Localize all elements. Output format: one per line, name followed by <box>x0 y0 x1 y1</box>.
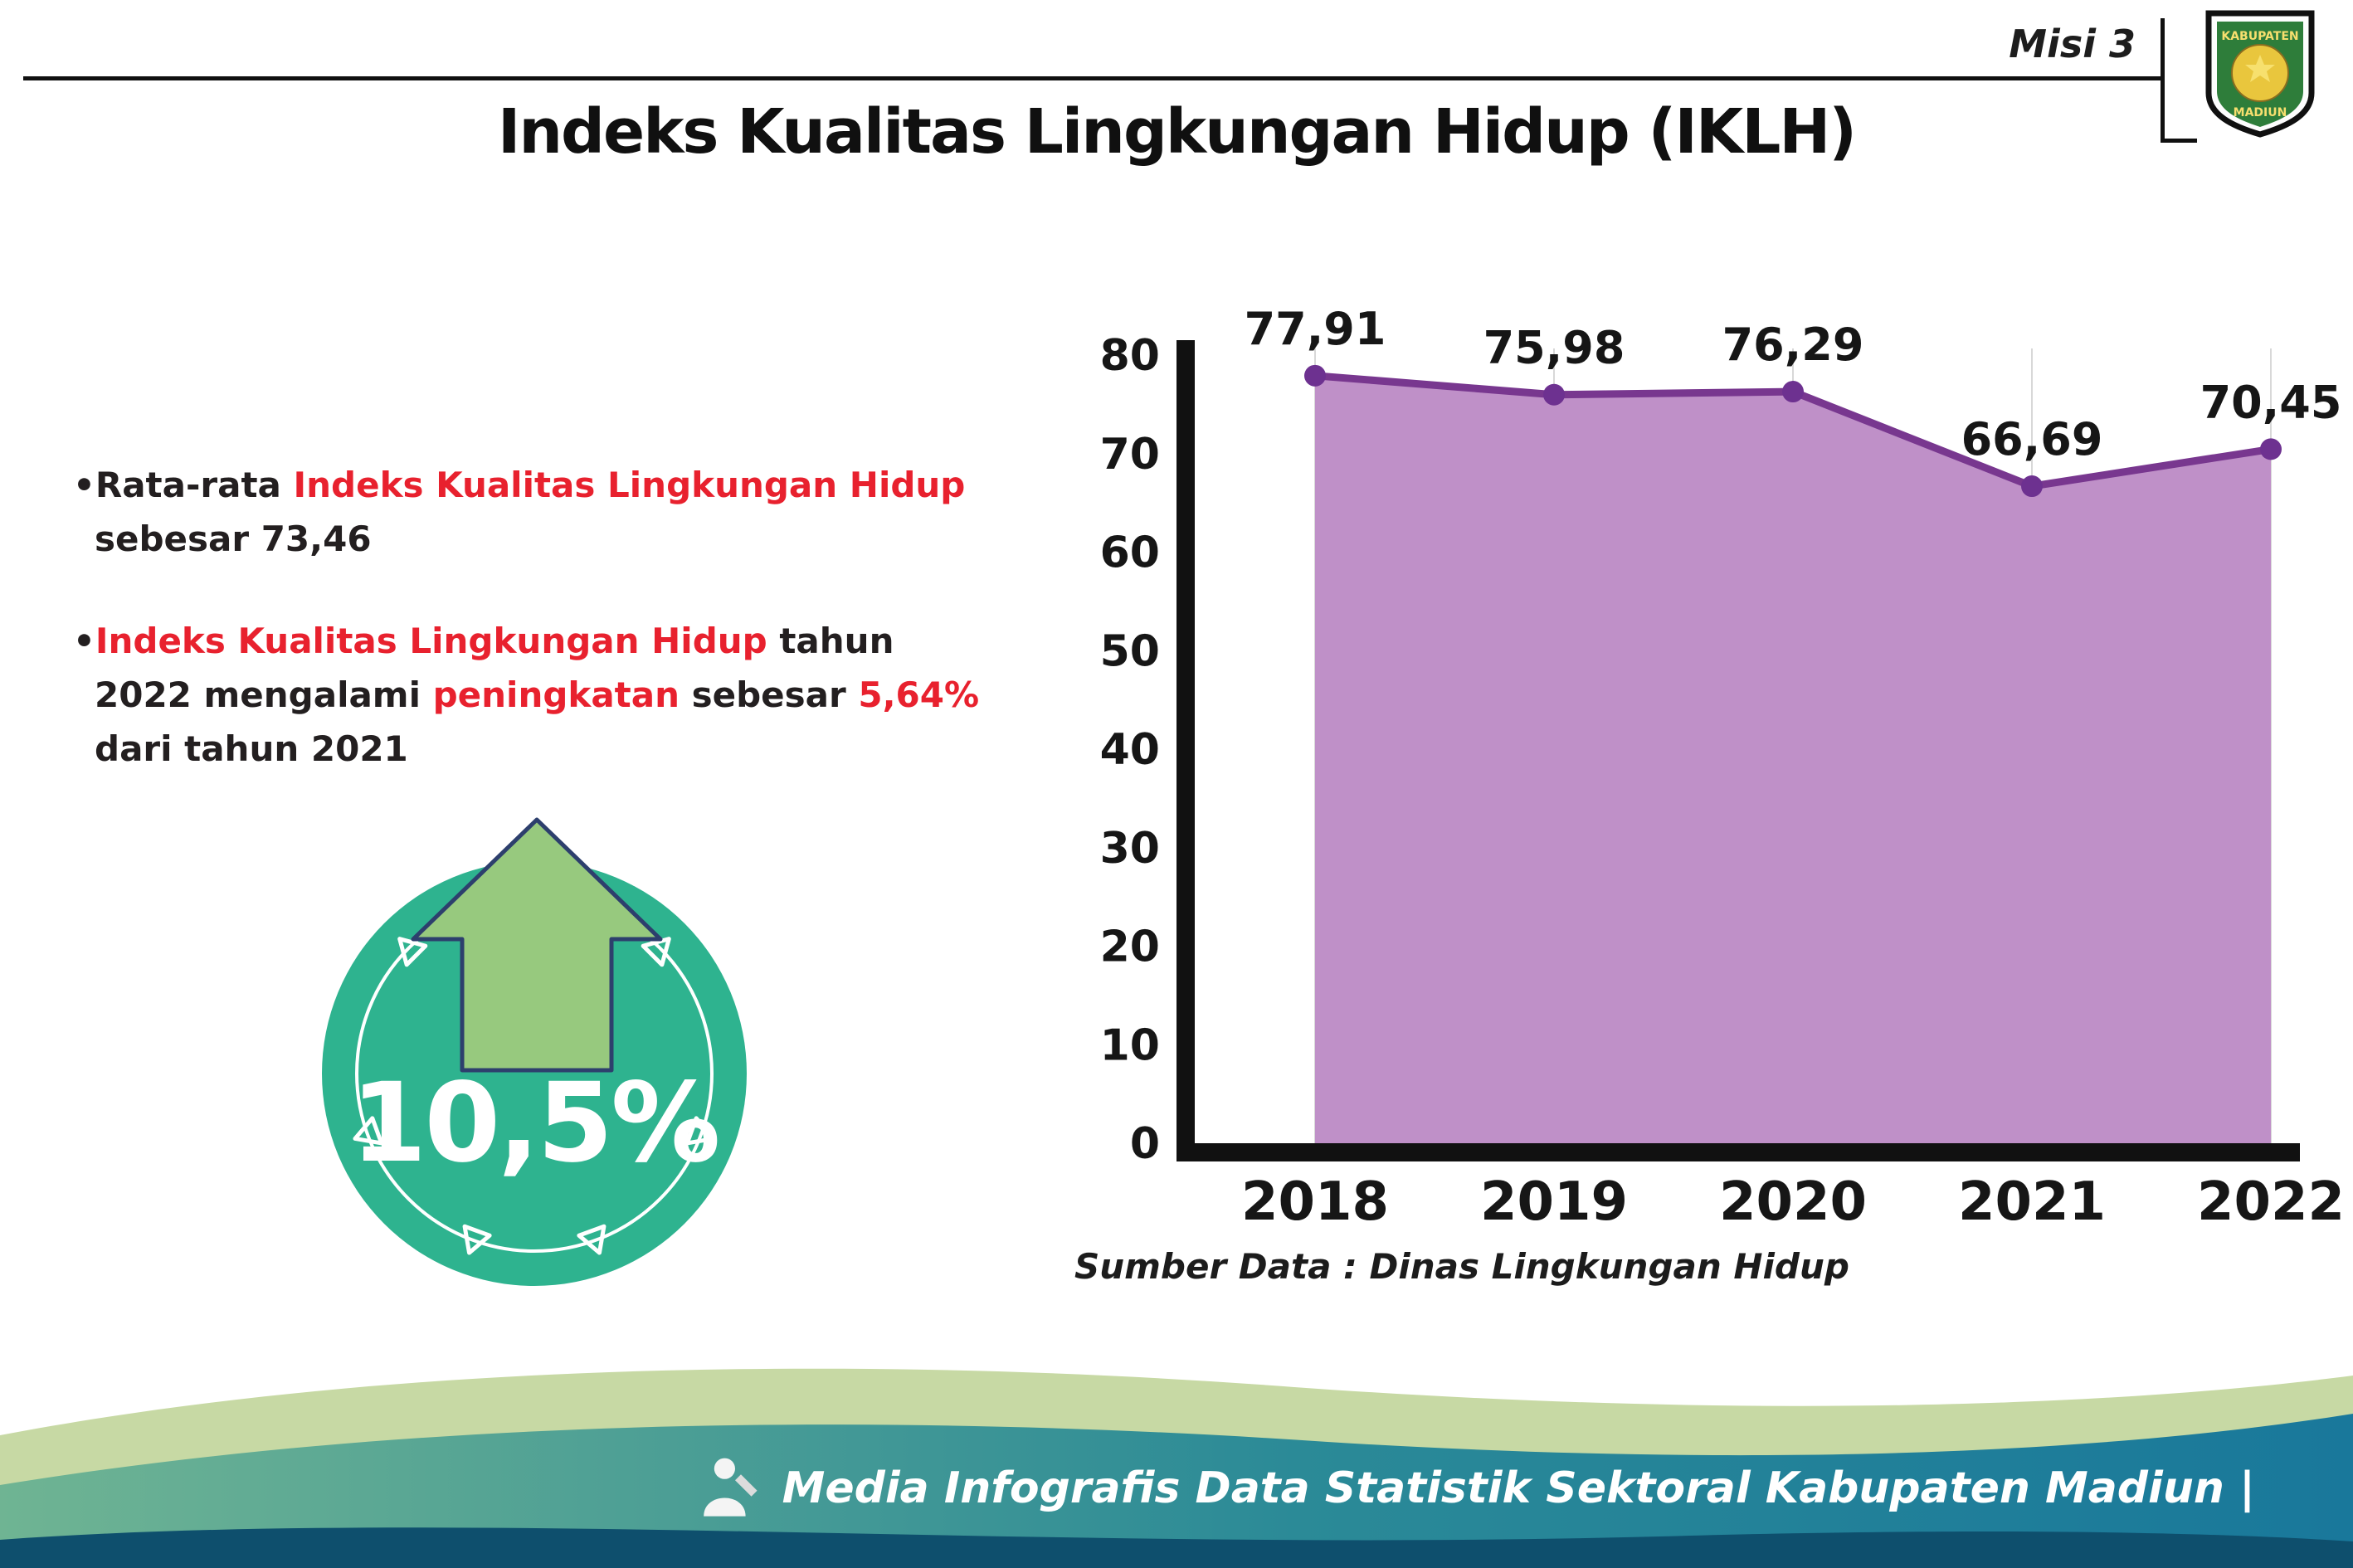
data-label: 77,91 <box>1245 303 1386 355</box>
data-point <box>1304 364 1326 387</box>
crest-top-text: KABUPATEN <box>2221 30 2298 43</box>
source-note: Sumber Data : Dinas Lingkungan Hidup <box>1074 1246 1849 1287</box>
bullet-marker-2: • <box>73 621 95 662</box>
crest-bottom-text: MADIUN <box>2234 106 2287 119</box>
bullet1-text: Rata-rata <box>95 465 294 505</box>
y-tick-label: 20 <box>1100 923 1160 972</box>
data-point <box>2021 475 2043 498</box>
ring-triangles <box>353 937 716 1255</box>
kabupaten-madiun-logo: KABUPATEN MADIUN <box>2197 7 2323 139</box>
bullet2-highlight-3: 5,64% <box>858 674 980 716</box>
bullet-marker: • <box>73 465 95 505</box>
y-tick-label: 70 <box>1100 430 1160 480</box>
footer-credit: Media Infografis Data Statistik Sektoral… <box>694 1454 2255 1523</box>
crest-icon: KABUPATEN MADIUN <box>2205 10 2315 138</box>
header-divider <box>23 76 2161 80</box>
footer-waves <box>0 1368 2353 1568</box>
x-tick-label: 2018 <box>1241 1171 1389 1233</box>
page-title: Indeks Kualitas Lingkungan Hidup (IKLH) <box>497 96 1857 168</box>
bullet1-text-2: sebesar 73,46 <box>95 519 372 560</box>
iklh-area-chart: 77,91 75,98 76,29 66,69 70,45 0 10 20 30 40 50 60 70… <box>1100 303 2345 1233</box>
data-point <box>1782 381 1804 403</box>
x-tick-label: 2020 <box>1719 1171 1867 1233</box>
bullet2-highlight-2: peningkatan <box>432 674 680 716</box>
x-tick-label: 2022 <box>2197 1171 2345 1233</box>
y-axis <box>1176 340 1195 1161</box>
misi-label: Misi 3 <box>2009 22 2136 66</box>
data-label: 75,98 <box>1483 322 1625 374</box>
y-tick-label: 40 <box>1100 725 1160 775</box>
crest-star-icon <box>2245 55 2275 82</box>
bullet2-text-2: sebesar <box>680 674 859 716</box>
data-point <box>1543 383 1565 406</box>
y-tick-label: 60 <box>1100 528 1160 578</box>
badge-ring <box>353 894 716 1255</box>
bullet2-text-1: tahun 2022 mengalami <box>95 621 894 716</box>
bullet2-highlight-1: Indeks Kualitas Lingkungan Hidup <box>95 621 767 662</box>
wave-dark <box>0 1527 2353 1568</box>
summary-bullets: •Rata-rata Indeks Kualitas Lingkungan Hi… <box>73 458 1002 824</box>
bullet-average-iklh: •Rata-rata Indeks Kualitas Lingkungan Hi… <box>73 458 1002 566</box>
area-fill <box>1315 375 2271 1144</box>
increase-badge: 10,5% <box>322 861 747 1286</box>
up-arrow-icon <box>411 817 663 1073</box>
logo-frame-vertical <box>2161 18 2165 143</box>
y-tick-label: 10 <box>1100 1020 1160 1070</box>
data-label: 66,69 <box>1961 413 2103 465</box>
bullet-increase-iklh: •Indeks Kualitas Lingkungan Hidup tahun … <box>73 614 1002 776</box>
bullet2-text-3: dari tahun 2021 <box>95 728 408 770</box>
increase-percentage: 10,5% <box>350 1059 721 1187</box>
x-tick-label: 2019 <box>1480 1171 1628 1233</box>
x-tick-label: 2021 <box>1958 1171 2106 1233</box>
y-tick-label: 50 <box>1100 626 1160 676</box>
data-label: 76,29 <box>1722 319 1864 371</box>
x-axis <box>1176 1143 2300 1161</box>
credit-text: Media Infografis Data Statistik Sektoral… <box>782 1463 2255 1513</box>
y-tick-label: 0 <box>1130 1119 1160 1169</box>
logo-frame-bottom <box>2161 139 2197 143</box>
y-tick-label: 30 <box>1100 824 1160 874</box>
data-label: 70,45 <box>2200 376 2342 428</box>
y-tick-label: 80 <box>1100 331 1160 381</box>
mascot-icon <box>703 1458 758 1517</box>
bullet1-highlight: Indeks Kualitas Lingkungan Hidup <box>293 465 966 505</box>
data-point <box>2260 438 2282 460</box>
